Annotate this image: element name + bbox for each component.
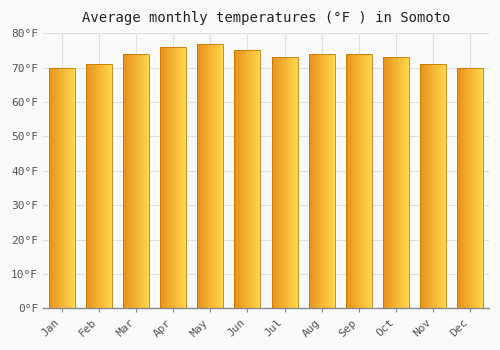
Bar [346, 54, 372, 308]
Bar [123, 54, 149, 308]
Bar [458, 68, 483, 308]
Bar [48, 68, 74, 308]
Title: Average monthly temperatures (°F ) in Somoto: Average monthly temperatures (°F ) in So… [82, 11, 450, 25]
Bar [86, 64, 112, 308]
Bar [383, 57, 409, 308]
Bar [197, 43, 223, 308]
Bar [308, 54, 334, 308]
Bar [272, 57, 297, 308]
Bar [160, 47, 186, 308]
Bar [420, 64, 446, 308]
Bar [234, 50, 260, 308]
